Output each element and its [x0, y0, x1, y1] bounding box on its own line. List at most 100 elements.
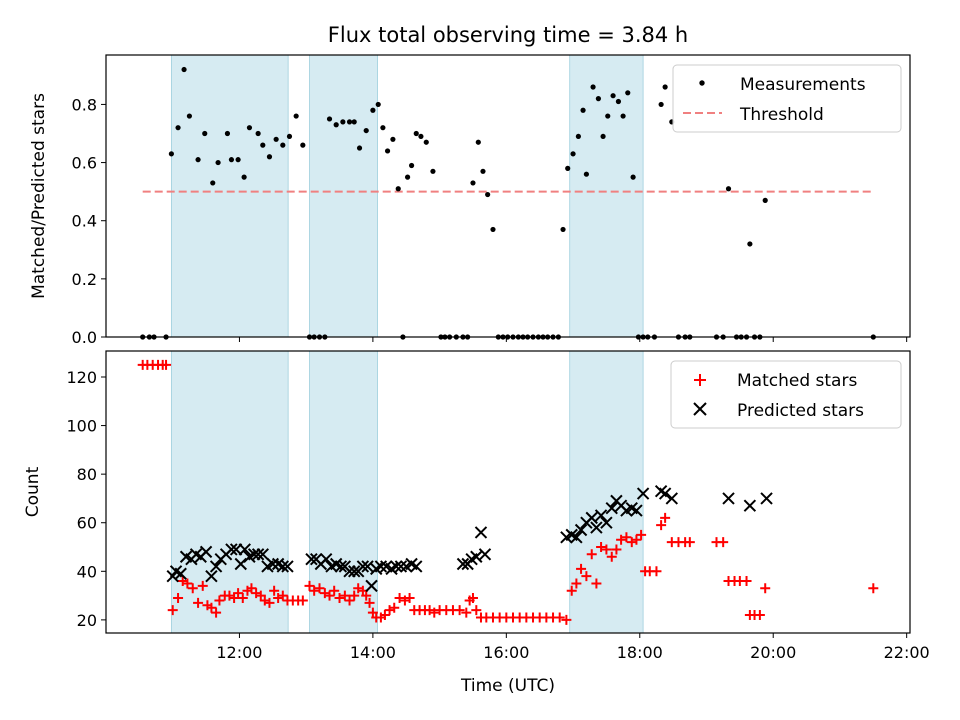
- matched-star-point: [596, 542, 607, 553]
- measurement-point: [625, 90, 631, 96]
- measurement-point: [620, 113, 626, 119]
- measurement-point: [390, 136, 396, 142]
- y-tick-label: 60: [77, 514, 97, 533]
- y-tick-label: 120: [66, 368, 97, 387]
- predicted-star-point: [374, 560, 388, 573]
- matched-star-point: [309, 585, 320, 596]
- matched-star-point: [561, 614, 572, 625]
- y-tick-label: 20: [77, 611, 97, 630]
- predicted-star-point: [209, 560, 223, 573]
- matched-star-point: [349, 590, 360, 601]
- measurement-point: [333, 122, 339, 128]
- top-y-axis-label: Matched/Predicted stars: [29, 93, 49, 299]
- matched-star-point: [389, 602, 400, 613]
- bottom-observation-windows: [170, 350, 644, 634]
- matched-star-point: [471, 605, 482, 616]
- measurement-point: [326, 116, 333, 122]
- measurement-point: [413, 130, 419, 137]
- measurement-point: [260, 142, 266, 148]
- bottom-y-axis-label: Count: [23, 466, 43, 517]
- bottom-y-ticks: 20 40 60 80 100 120: [66, 368, 106, 630]
- legend-matched-marker: [694, 374, 706, 386]
- matched-star-point: [601, 544, 612, 555]
- matched-star-point: [344, 595, 355, 606]
- bottom-x-ticks: 12:00 14:00 16:00 18:00 20:00 22:00: [216, 633, 930, 662]
- matched-star-point: [211, 607, 222, 618]
- measurement-point: [224, 130, 231, 137]
- measurement-point: [583, 171, 589, 177]
- matched-star-point: [454, 605, 465, 616]
- matched-star-point: [429, 607, 440, 618]
- predicted-star-point: [590, 521, 603, 534]
- predicted-star-point: [760, 492, 773, 505]
- matched-star-point: [591, 578, 602, 589]
- measurement-point: [210, 180, 216, 186]
- measurement-point: [186, 113, 193, 119]
- y-tick-label: 0.4: [72, 212, 97, 231]
- observation-window: [170, 54, 289, 338]
- bottom-panel: 20 40 60 80 100 120 12:00 14:00 16:00 18:00 20:00…: [23, 350, 930, 696]
- measurement-point: [300, 142, 306, 148]
- observation-window: [309, 54, 378, 338]
- measurement-point: [175, 125, 181, 131]
- matched-star-point: [621, 532, 632, 543]
- predicted-star-point: [225, 543, 238, 556]
- matched-star-point: [361, 590, 372, 601]
- measurement-point: [605, 113, 611, 119]
- measurement-point: [490, 226, 496, 233]
- predicted-star-point: [630, 504, 643, 517]
- x-tick-label: 12:00: [216, 643, 262, 662]
- matched-star-point: [586, 549, 597, 560]
- measurement-point: [375, 101, 381, 108]
- measurement-point: [590, 84, 596, 90]
- predicted-star-point: [251, 548, 265, 561]
- bottom-legend-box: [670, 360, 902, 429]
- x-tick-label: 16:00: [483, 643, 529, 662]
- y-tick-label: 0.0: [72, 328, 97, 347]
- top-y-ticks: 0.0 0.2 0.4 0.6 0.8: [72, 95, 106, 347]
- matched-star-point: [581, 571, 592, 582]
- matched-star-point: [364, 597, 375, 608]
- matched-star-point: [314, 583, 325, 594]
- matched-star-point: [339, 590, 350, 601]
- predicted-star-point: [478, 548, 492, 561]
- predicted-star-point: [266, 557, 280, 571]
- predicted-star-point: [474, 526, 488, 539]
- matched-star-point: [329, 585, 340, 596]
- measurement-point: [615, 98, 622, 105]
- measurement-point: [202, 130, 208, 137]
- measurement-point: [363, 127, 369, 134]
- measurement-point: [404, 174, 411, 180]
- predicted-star-point: [594, 509, 608, 522]
- x-tick-label: 18:00: [617, 643, 663, 662]
- predicted-star-point: [394, 560, 408, 573]
- matched-star-point: [173, 593, 184, 604]
- matched-star-point: [264, 597, 275, 608]
- matched-star-point: [868, 583, 879, 594]
- measurement-point: [630, 174, 636, 180]
- legend-measurements-marker: [699, 80, 705, 86]
- measurement-point: [575, 133, 581, 140]
- top-axes-frame: [105, 54, 911, 338]
- measurement-point: [241, 174, 247, 180]
- predicted-star-point: [410, 560, 423, 573]
- predicted-star-point: [390, 560, 403, 573]
- measurement-point: [662, 84, 668, 90]
- top-legend: Measurements Threshold: [672, 64, 902, 133]
- bottom-axes-frame: [105, 350, 911, 634]
- measurement-point: [580, 107, 586, 113]
- y-tick-label: 80: [77, 465, 97, 484]
- measurement-point: [470, 180, 476, 186]
- matched-star-point: [182, 578, 193, 589]
- measurement-point: [215, 159, 221, 166]
- measurement-point: [370, 107, 376, 113]
- matched-star-point: [246, 583, 257, 594]
- y-tick-label: 0.2: [72, 270, 97, 289]
- predicted-star-point: [334, 560, 348, 573]
- matched-star-point: [554, 612, 565, 623]
- measurement-point: [475, 139, 481, 145]
- matched-star-point: [566, 585, 577, 596]
- measurement-point: [351, 119, 357, 125]
- legend-threshold-label: Threshold: [739, 105, 824, 125]
- predicted-star-point: [276, 560, 290, 573]
